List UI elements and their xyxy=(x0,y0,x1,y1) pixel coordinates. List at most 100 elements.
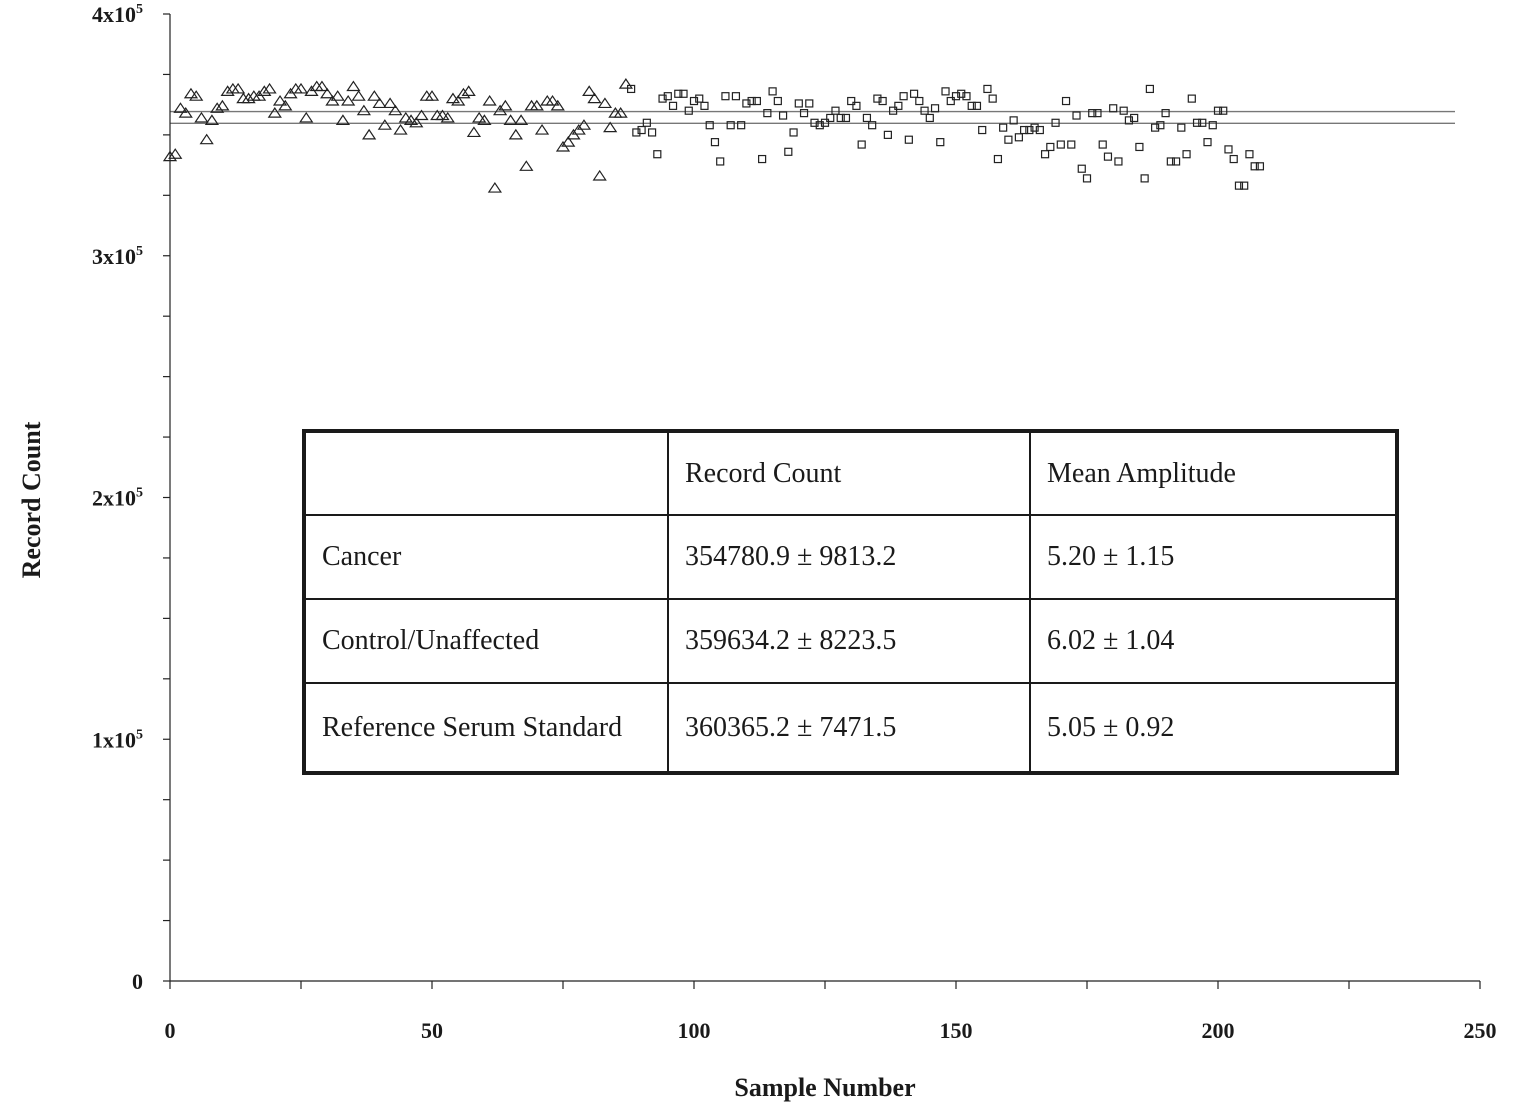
square-marker xyxy=(710,138,720,147)
square-marker xyxy=(831,106,840,115)
square-marker xyxy=(868,121,877,130)
x-tick-label: 100 xyxy=(678,1018,711,1043)
triangle-marker xyxy=(597,97,613,109)
square-marker xyxy=(909,89,919,98)
square-marker xyxy=(1009,116,1018,125)
triangle-marker xyxy=(173,102,188,113)
triangle-marker xyxy=(451,94,466,106)
triangle-marker xyxy=(398,111,413,123)
x-tick-label: 50 xyxy=(421,1018,443,1043)
triangle-marker xyxy=(482,94,497,106)
x-tick-label: 150 xyxy=(940,1018,973,1043)
triangle-marker xyxy=(561,136,576,147)
square-marker xyxy=(1088,109,1097,118)
table-row: Reference Serum Standard 360365.2 ± 7471… xyxy=(303,682,1398,774)
square-marker xyxy=(1040,150,1050,159)
square-marker xyxy=(679,89,688,98)
square-marker xyxy=(878,96,887,106)
square-marker xyxy=(894,101,903,110)
square-marker xyxy=(1051,118,1060,127)
triangle-marker xyxy=(320,87,335,99)
square-marker xyxy=(1166,157,1175,166)
x-tick-label: 0 xyxy=(165,1018,176,1043)
table-row: Control/Unaffected 359634.2 ± 8223.5 6.0… xyxy=(303,598,1398,684)
square-marker xyxy=(1098,140,1107,149)
triangle-marker xyxy=(372,97,387,109)
square-marker xyxy=(1240,181,1249,190)
square-marker xyxy=(1255,162,1265,171)
triangle-marker xyxy=(435,109,450,121)
table-cell-mean-amplitude: 6.02 ± 1.04 xyxy=(1029,598,1398,684)
triangle-marker xyxy=(545,94,560,106)
x-axis-title: Sample Number xyxy=(734,1073,915,1102)
square-marker xyxy=(1025,125,1034,135)
square-marker xyxy=(1030,123,1039,132)
y-tick-label: 4x105 xyxy=(92,2,143,27)
square-marker xyxy=(999,123,1008,132)
square-marker xyxy=(742,99,751,108)
triangle-marker xyxy=(351,90,366,101)
square-marker xyxy=(758,154,767,164)
triangle-marker xyxy=(367,90,382,101)
triangle-marker xyxy=(508,128,523,140)
square-marker xyxy=(653,150,662,159)
square-marker xyxy=(1192,118,1202,127)
square-marker xyxy=(658,94,667,103)
tick-labels: 0 50 100 150 200 250 0 1x105 2x105 3x105 4x105 xyxy=(92,2,1497,1043)
triangle-marker xyxy=(262,82,277,94)
square-marker xyxy=(689,96,699,106)
square-marker xyxy=(883,130,892,139)
square-marker xyxy=(642,118,651,127)
triangle-marker xyxy=(592,169,607,181)
x-tick-label: 250 xyxy=(1464,1018,1497,1043)
square-marker xyxy=(1208,121,1217,130)
triangle-marker xyxy=(199,133,214,145)
triangle-marker xyxy=(361,128,377,140)
square-marker xyxy=(721,92,730,101)
triangle-marker xyxy=(529,99,544,111)
square-marker xyxy=(847,96,856,106)
square-marker xyxy=(899,92,908,101)
square-marker xyxy=(700,101,709,110)
square-marker xyxy=(930,104,940,113)
table-cell-record-count: 359634.2 ± 8223.5 xyxy=(667,598,1031,684)
square-marker xyxy=(663,92,672,101)
triangle-marker xyxy=(424,90,440,101)
square-marker xyxy=(1145,84,1154,94)
square-marker xyxy=(1004,135,1013,144)
square-marker xyxy=(731,92,741,101)
triangle-marker xyxy=(215,99,230,111)
square-marker xyxy=(936,138,945,147)
triangle-marker xyxy=(220,85,235,96)
square-marker xyxy=(627,84,636,94)
triangle-marker xyxy=(330,90,345,101)
square-marker xyxy=(794,99,803,108)
summary-table: Record Count Mean Amplitude Cancer 35478… xyxy=(302,429,1399,775)
square-marker xyxy=(637,125,646,135)
square-marker xyxy=(1067,140,1076,149)
square-marker xyxy=(737,121,746,130)
triangle-marker xyxy=(456,87,471,99)
square-marker xyxy=(1135,142,1144,152)
y-tick-label: 0 xyxy=(132,969,143,994)
table-cell-mean-amplitude: 5.05 ± 0.92 xyxy=(1029,682,1398,774)
square-marker xyxy=(647,128,657,137)
triangle-marker xyxy=(267,107,282,118)
triangle-marker xyxy=(257,85,272,96)
table-header-cell xyxy=(303,430,669,516)
triangle-marker xyxy=(403,114,419,125)
triangle-marker xyxy=(382,97,398,109)
square-marker xyxy=(799,109,809,118)
square-marker xyxy=(763,109,772,118)
square-marker xyxy=(1171,157,1181,166)
square-marker xyxy=(978,125,987,135)
triangle-marker xyxy=(440,111,455,123)
square-marker xyxy=(862,113,872,123)
square-marker xyxy=(972,101,982,110)
square-marker xyxy=(773,96,782,106)
square-marker xyxy=(1077,164,1086,173)
triangle-marker xyxy=(414,109,429,121)
square-marker xyxy=(1035,125,1044,135)
triangle-marker xyxy=(582,85,597,96)
square-marker xyxy=(789,128,798,137)
